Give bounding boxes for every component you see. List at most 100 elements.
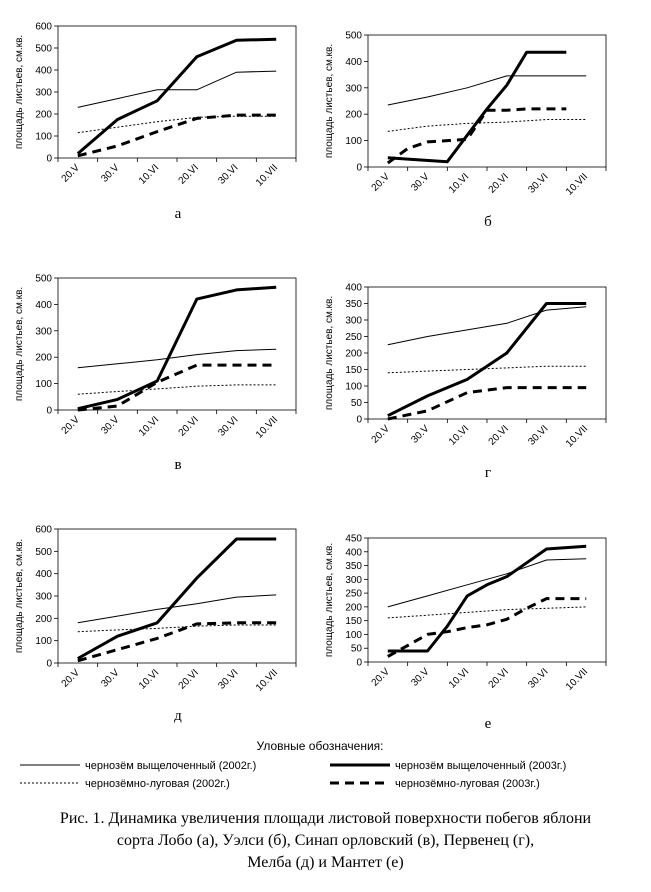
y-tick-label: 350 <box>345 299 362 310</box>
y-tick-label: 50 <box>351 644 363 655</box>
series-line-dashed <box>77 621 277 663</box>
y-axis-label: площадь листьев, см.кв. <box>14 35 25 149</box>
legend-item-4: чернозёмно-луговая (2003г.) <box>395 778 540 790</box>
x-tick-label: 30.VI <box>216 162 240 186</box>
y-tick-label: 500 <box>35 44 52 55</box>
y-tick-label: 200 <box>345 110 362 121</box>
series-line-thick <box>387 302 587 418</box>
y-tick-label: 150 <box>345 616 362 627</box>
series-line-dotted <box>77 384 277 395</box>
y-tick-label: 300 <box>35 592 52 603</box>
caption-line-1: Рис. 1. Динамика увеличения площади лист… <box>59 810 592 827</box>
y-tick-label: 300 <box>35 88 52 99</box>
y-tick-label: 300 <box>345 83 362 94</box>
y-tick-label: 100 <box>345 382 362 393</box>
y-tick-label: 100 <box>35 379 52 390</box>
x-tick-label: 10.VII <box>254 667 280 693</box>
y-tick-label: 0 <box>46 659 52 670</box>
y-axis-label: площадь листьев, см.кв. <box>14 287 25 401</box>
panel-letter: а <box>175 206 182 222</box>
caption-line-3: Мелба (д) и Мантет (е) <box>247 854 404 871</box>
y-tick-label: 200 <box>35 110 52 121</box>
y-tick-label: 0 <box>356 658 362 669</box>
series-line-thin <box>387 558 587 608</box>
y-tick-label: 100 <box>35 636 52 647</box>
x-tick-label: 20.V <box>370 666 393 689</box>
x-tick-label: 20.VI <box>487 171 511 195</box>
series-line-dashed <box>386 107 567 165</box>
y-axis-label: площадь листьев, см.кв. <box>324 543 335 657</box>
x-tick-label: 30.V <box>99 162 122 185</box>
x-tick-label: 10.VII <box>254 414 280 440</box>
y-tick-label: 0 <box>356 415 362 426</box>
series-line-thin <box>77 70 277 108</box>
y-tick-label: 100 <box>345 136 362 147</box>
x-tick-label: 20.VI <box>177 667 201 691</box>
series-line-thin <box>77 348 277 369</box>
y-tick-label: 350 <box>345 561 362 572</box>
x-tick-label: 20.V <box>60 414 83 437</box>
x-tick-label: 30.VI <box>216 667 240 691</box>
x-tick-label: 10.VII <box>254 162 280 188</box>
x-tick-label: 20.V <box>370 423 393 446</box>
y-tick-label: 300 <box>345 575 362 586</box>
x-tick-label: 10.VI <box>137 414 161 438</box>
y-tick-label: 600 <box>35 525 52 536</box>
series-line-thin <box>77 594 277 624</box>
y-tick-label: 200 <box>35 614 52 625</box>
series-line-dashed <box>387 597 587 658</box>
y-tick-label: 500 <box>35 547 52 558</box>
legend-title: Уловные обозначения: <box>257 739 384 753</box>
panel-letter: в <box>174 457 181 473</box>
chart-panel-1: 0 100 200 300 400 500 600 20.V 30.V 10.VI 20.VI 30.… <box>14 22 297 222</box>
figure-caption: Рис. 1. Динамика увеличения площади лист… <box>0 808 651 874</box>
caption-line-2: сорта Лобо (а), Уэлси (б), Синап орловск… <box>116 832 535 849</box>
series-line-dashed <box>387 386 587 421</box>
plot-frame <box>367 34 607 168</box>
x-tick-label: 20.VI <box>487 423 511 447</box>
panel-letter: д <box>174 708 182 724</box>
x-tick-label: 30.V <box>409 666 432 689</box>
x-tick-label: 10.VI <box>447 423 471 447</box>
y-tick-label: 600 <box>35 22 52 33</box>
x-tick-label: 30.VI <box>526 666 550 690</box>
x-tick-label: 20.V <box>60 667 83 690</box>
x-tick-label: 30.V <box>409 423 432 446</box>
x-tick-label: 20.VI <box>177 414 201 438</box>
y-tick-label: 400 <box>35 66 52 77</box>
series-line-thick <box>387 544 587 653</box>
y-tick-label: 0 <box>46 154 52 165</box>
y-tick-label: 400 <box>345 547 362 558</box>
x-tick-label: 10.VI <box>447 171 471 195</box>
y-tick-label: 400 <box>35 300 52 311</box>
series-line-thick <box>77 537 277 660</box>
x-tick-label: 30.VI <box>216 414 240 438</box>
x-tick-label: 20.VI <box>177 162 201 186</box>
series-line-thin <box>387 75 587 106</box>
plot-frame <box>367 286 607 420</box>
legend-item-1: чернозём выщелоченный (2002г.) <box>85 760 256 772</box>
chart-panel-5: 0 100 200 300 400 500 600 20.V 30.V 10.VI 20.VI 30.… <box>14 525 297 724</box>
x-tick-label: 10.VII <box>564 171 590 197</box>
y-tick-label: 500 <box>345 31 362 42</box>
y-tick-label: 400 <box>35 569 52 580</box>
x-tick-label: 30.V <box>409 171 432 194</box>
series-line-dotted <box>387 606 587 619</box>
legend-item-3: чернозём выщелоченный (2003г.) <box>395 760 566 772</box>
y-tick-label: 100 <box>345 630 362 641</box>
series-line-thick <box>77 285 277 411</box>
plot-frame <box>367 537 607 663</box>
series-line-thin <box>387 306 587 346</box>
y-axis-label: площадь листьев, см.кв. <box>324 296 335 410</box>
x-tick-label: 30.VI <box>526 423 550 447</box>
panel-letter: г <box>485 465 491 481</box>
x-tick-label: 20.V <box>60 162 83 185</box>
x-tick-label: 30.VI <box>526 171 550 195</box>
panel-letter: е <box>485 716 492 732</box>
x-tick-label: 30.V <box>99 667 122 690</box>
x-tick-label: 30.V <box>99 414 122 437</box>
y-tick-label: 300 <box>345 316 362 327</box>
y-tick-label: 200 <box>35 353 52 364</box>
y-tick-label: 400 <box>345 57 362 68</box>
